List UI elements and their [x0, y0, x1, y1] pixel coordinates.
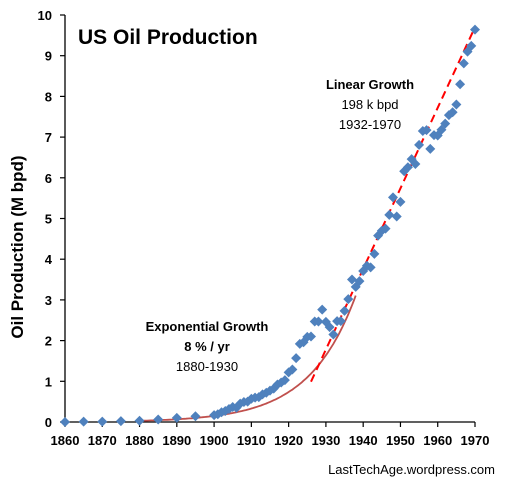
data-point-marker [455, 79, 466, 90]
exponential-growth-annotation: Exponential Growth 8 % / yr 1880-1930 [146, 319, 269, 374]
exponential-growth-period: 1880-1930 [176, 359, 238, 374]
data-point-marker [410, 158, 421, 169]
data-point-marker [365, 262, 376, 273]
x-tick-label: 1950 [386, 433, 415, 448]
x-tick-label: 1890 [162, 433, 191, 448]
data-point-marker [190, 411, 201, 422]
data-point-marker [153, 414, 164, 425]
y-tick-label: 10 [38, 8, 52, 23]
x-tick-label: 1860 [51, 433, 80, 448]
x-tick-label: 1960 [423, 433, 452, 448]
data-point-marker [421, 125, 432, 136]
data-point-marker [391, 211, 402, 222]
data-point-marker [447, 107, 458, 118]
data-point-marker [115, 416, 126, 427]
data-point-marker [306, 331, 316, 342]
data-point-marker [347, 274, 357, 285]
data-point-marker [324, 322, 335, 333]
data-point-marker [317, 304, 328, 315]
y-tick-label: 7 [45, 130, 52, 145]
linear-growth-label: Linear Growth [326, 77, 414, 92]
data-point-marker [440, 118, 451, 129]
data-point-marker [354, 276, 365, 287]
data-point-marker [78, 416, 89, 427]
data-point-marker [451, 99, 462, 110]
data-point-marker [369, 248, 380, 259]
y-tick-group: 0 1 2 3 4 5 6 7 8 9 10 [38, 8, 65, 430]
data-point-marker [279, 375, 290, 386]
y-tick-label: 6 [45, 171, 52, 186]
y-tick-label: 9 [45, 49, 52, 64]
x-tick-label: 1930 [311, 433, 340, 448]
x-tick-label: 1940 [349, 433, 378, 448]
data-point-marker [395, 196, 406, 207]
x-tick-label: 1920 [274, 433, 303, 448]
data-point-marker [291, 353, 302, 364]
data-point-marker [384, 209, 395, 220]
data-point-marker [466, 40, 477, 51]
x-tick-label: 1900 [200, 433, 229, 448]
data-point-marker [414, 139, 425, 150]
data-point-marker [60, 417, 70, 427]
chart-title: US Oil Production [78, 26, 258, 49]
y-tick-label: 5 [45, 212, 52, 227]
data-point-marker [380, 223, 391, 234]
x-tick-label: 1910 [237, 433, 266, 448]
linear-growth-annotation: Linear Growth 198 k bpd 1932-1970 [326, 77, 414, 132]
y-tick-label: 3 [45, 293, 52, 308]
data-points [60, 24, 480, 427]
data-point-marker [402, 162, 413, 173]
linear-growth-rate: 198 k bpd [341, 97, 398, 112]
x-tick-label: 1870 [88, 433, 117, 448]
exponential-growth-label: Exponential Growth [146, 319, 269, 334]
data-point-marker [134, 415, 145, 426]
y-axis-label: Oil Production (M bpd) [8, 155, 27, 338]
x-tick-label: 1970 [461, 433, 490, 448]
y-tick-label: 8 [45, 89, 52, 104]
data-point-marker [388, 192, 398, 203]
data-point-marker [343, 294, 354, 305]
y-tick-label: 0 [45, 415, 52, 430]
y-tick-label: 2 [45, 334, 52, 349]
data-point-marker [425, 143, 436, 154]
data-point-marker [313, 316, 324, 327]
data-point-marker [287, 364, 298, 375]
data-point-marker [470, 24, 480, 35]
data-point-marker [328, 329, 339, 340]
y-tick-label: 4 [45, 252, 53, 267]
x-tick-group: 1860 1870 1880 1890 1900 1910 1920 1930 1940 1950… [51, 422, 490, 448]
y-tick-label: 1 [45, 374, 52, 389]
data-point-marker [171, 412, 182, 423]
data-point-marker [458, 58, 469, 69]
exponential-growth-rate: 8 % / yr [184, 339, 230, 354]
x-tick-label: 1880 [125, 433, 154, 448]
data-point-marker [339, 305, 350, 316]
source-credit: LastTechAge.wordpress.com [328, 462, 495, 477]
data-point-marker [97, 416, 108, 427]
linear-growth-period: 1932-1970 [339, 117, 401, 132]
data-point-marker [335, 316, 346, 327]
